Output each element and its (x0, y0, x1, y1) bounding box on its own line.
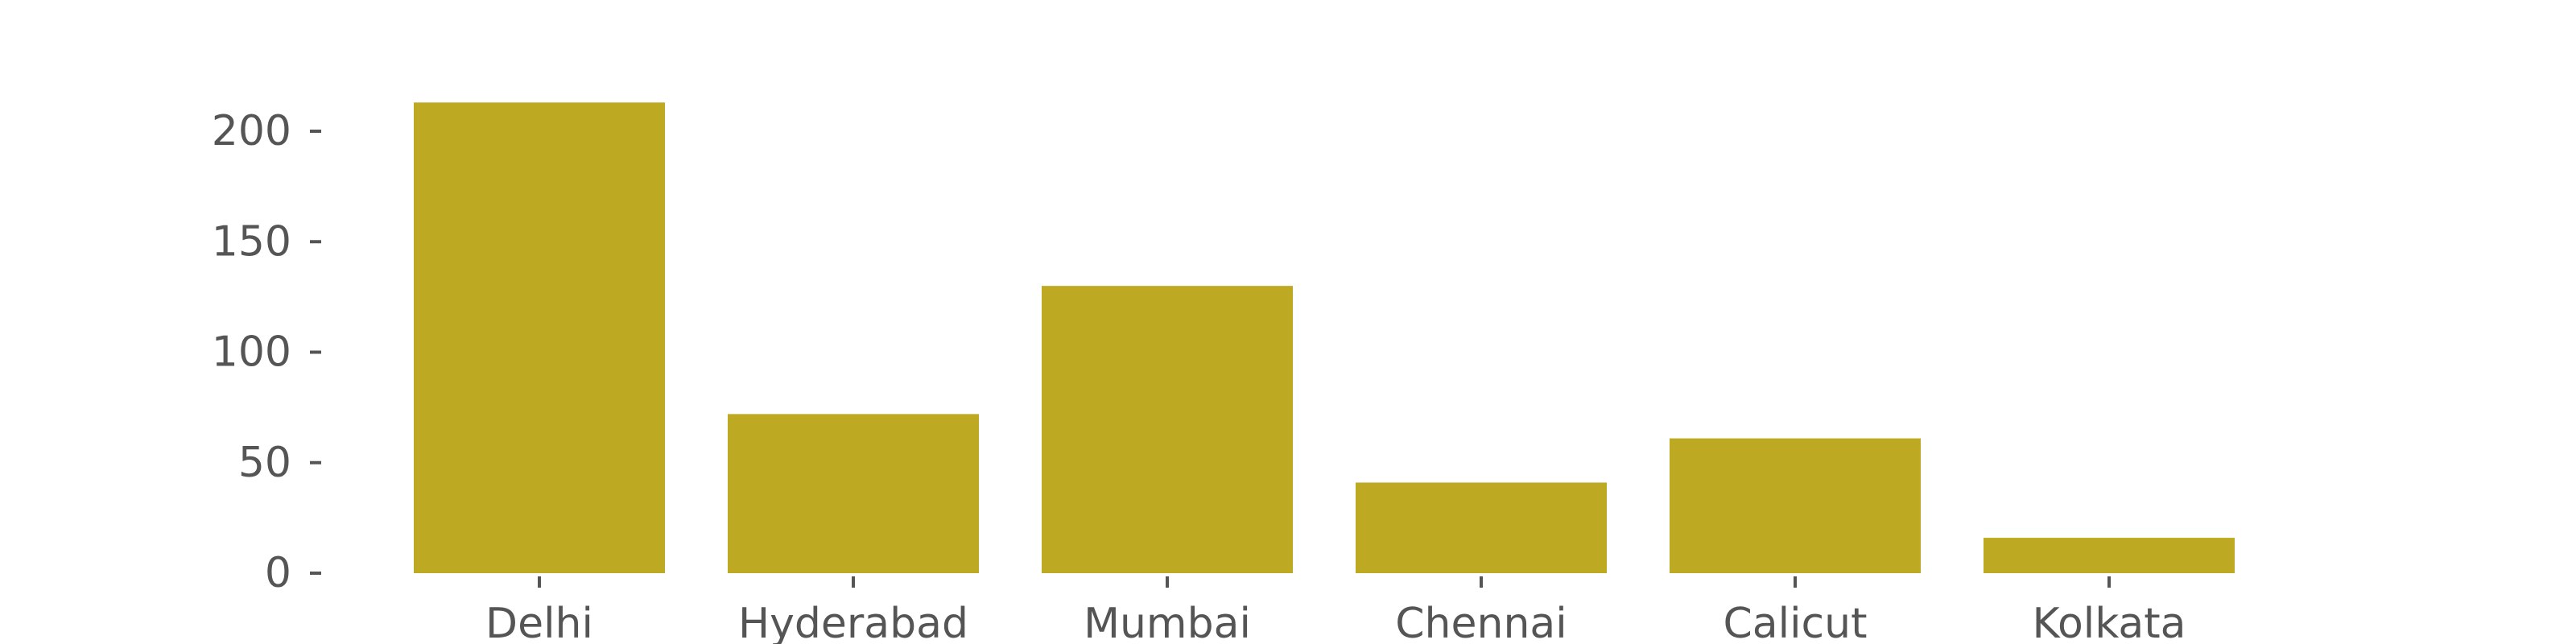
y-tick-label: 0 (265, 549, 291, 597)
bar-chennai (1356, 482, 1607, 573)
x-tick-label: Mumbai (1084, 600, 1251, 644)
y-tick-label: 100 (212, 328, 291, 377)
x-axis: Delhi Hyderabad Mumbai Chennai Calicut Kolkat… (485, 576, 2186, 644)
x-tick-label: Chennai (1395, 600, 1567, 644)
bar-mumbai (1042, 286, 1293, 573)
y-tick-label: 50 (238, 439, 291, 487)
bar-delhi (414, 102, 665, 573)
x-tick-label: Delhi (485, 600, 593, 644)
bar-kolkata (1984, 538, 2235, 573)
x-tick-label: Calicut (1723, 600, 1867, 644)
x-tick-label: Hyderabad (738, 600, 968, 644)
y-axis: 0 50 100 150 200 (212, 107, 321, 597)
x-tick-label: Kolkata (2032, 600, 2186, 644)
y-tick-label: 150 (212, 217, 291, 266)
y-tick-label: 200 (212, 107, 291, 155)
bars-group (414, 102, 2235, 573)
bar-hyderabad (728, 414, 979, 573)
bar-calicut (1670, 438, 1921, 573)
